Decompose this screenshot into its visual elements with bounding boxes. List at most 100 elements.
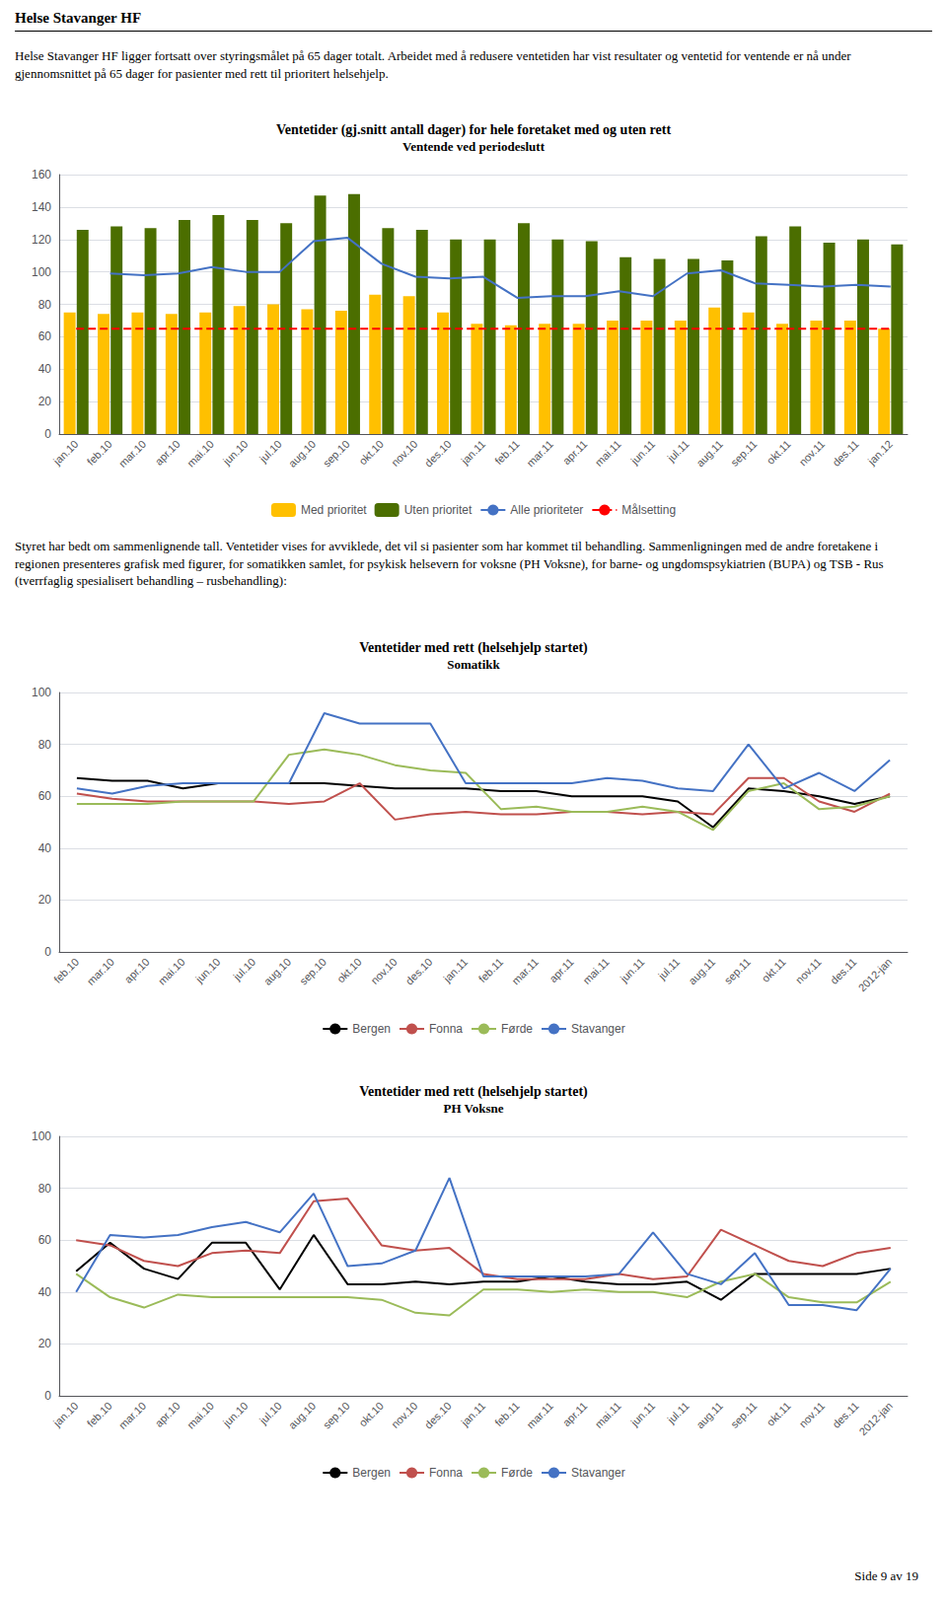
svg-text:jan.11: jan.11 (440, 955, 471, 986)
svg-text:60: 60 (38, 789, 53, 803)
svg-text:20: 20 (38, 892, 53, 907)
svg-text:mar.11: mar.11 (509, 955, 541, 988)
svg-text:120: 120 (31, 232, 52, 247)
svg-text:jan.12: jan.12 (865, 437, 895, 468)
svg-text:apr.10: apr.10 (152, 437, 183, 468)
svg-text:feb.11: feb.11 (492, 1399, 522, 1430)
svg-text:mar.10: mar.10 (116, 437, 148, 470)
svg-text:2012-jan: 2012-jan (856, 955, 895, 995)
svg-text:des.11: des.11 (829, 437, 861, 469)
svg-text:jul.11: jul.11 (663, 437, 691, 465)
svg-text:feb.10: feb.10 (84, 437, 115, 468)
svg-text:100: 100 (31, 685, 52, 700)
svg-text:jul.10: jul.10 (256, 437, 285, 466)
svg-text:40: 40 (38, 841, 53, 856)
svg-text:mar.11: mar.11 (523, 437, 556, 470)
svg-text:aug.11: aug.11 (693, 437, 726, 470)
svg-text:mai.11: mai.11 (580, 955, 611, 987)
svg-text:sep.11: sep.11 (728, 437, 759, 469)
svg-text:PH Voksne: PH Voksne (442, 1100, 504, 1116)
svg-text:nov.11: nov.11 (797, 1399, 828, 1431)
svg-text:feb.11: feb.11 (492, 437, 522, 468)
svg-text:100: 100 (31, 265, 52, 280)
svg-text:aug.10: aug.10 (261, 955, 293, 988)
svg-text:jul.11: jul.11 (663, 1399, 691, 1427)
svg-text:mai.10: mai.10 (155, 955, 188, 988)
svg-text:Somatikk: Somatikk (446, 656, 501, 672)
svg-text:jun.11: jun.11 (627, 1399, 657, 1430)
svg-text:sep.10: sep.10 (296, 955, 329, 988)
svg-text:des.11: des.11 (827, 955, 859, 987)
svg-text:mai.10: mai.10 (184, 437, 217, 470)
svg-text:sep.10: sep.10 (320, 437, 353, 470)
svg-text:40: 40 (38, 1285, 53, 1300)
svg-text:jun.10: jun.10 (219, 437, 250, 468)
svg-text:Førde: Førde (501, 1465, 533, 1480)
svg-text:apr.10: apr.10 (152, 1399, 183, 1430)
svg-text:des.11: des.11 (829, 1399, 861, 1431)
svg-text:80: 80 (38, 737, 53, 752)
svg-text:80: 80 (38, 297, 53, 312)
svg-text:mar.10: mar.10 (84, 955, 117, 988)
svg-text:Målsetting: Målsetting (621, 503, 676, 517)
svg-text:60: 60 (38, 329, 53, 344)
svg-text:nov.10: nov.10 (388, 1399, 420, 1431)
svg-text:apr.11: apr.11 (560, 1399, 590, 1430)
svg-text:jul.11: jul.11 (655, 955, 682, 983)
svg-text:Ventetider med rett (helsehjel: Ventetider med rett (helsehjelp startet) (359, 1084, 588, 1100)
svg-text:jan.11: jan.11 (457, 1399, 488, 1430)
svg-text:okt.11: okt.11 (764, 437, 794, 467)
svg-text:Bergen: Bergen (352, 1021, 391, 1036)
svg-text:aug.11: aug.11 (693, 1399, 726, 1432)
svg-text:jan.10: jan.10 (50, 437, 80, 468)
svg-text:Stavanger: Stavanger (571, 1021, 626, 1036)
svg-text:2012-jan: 2012-jan (856, 1399, 895, 1439)
svg-text:okt.11: okt.11 (759, 955, 789, 985)
svg-text:jun.11: jun.11 (627, 437, 657, 468)
svg-text:20: 20 (38, 394, 53, 409)
svg-text:aug.10: aug.10 (286, 437, 318, 470)
svg-text:sep.11: sep.11 (728, 1399, 759, 1431)
svg-text:Ventetider med rett (helsehjel: Ventetider med rett (helsehjelp startet) (359, 640, 588, 656)
svg-text:des.10: des.10 (422, 437, 454, 470)
svg-text:nov.11: nov.11 (793, 955, 824, 987)
svg-text:aug.10: aug.10 (286, 1399, 318, 1432)
svg-text:mar.10: mar.10 (116, 1399, 148, 1432)
svg-text:0: 0 (44, 1388, 52, 1403)
svg-text:100: 100 (31, 1129, 52, 1144)
svg-text:feb.10: feb.10 (84, 1399, 115, 1430)
svg-text:jan.11: jan.11 (457, 437, 488, 468)
svg-text:40: 40 (38, 362, 53, 376)
svg-text:jun.10: jun.10 (219, 1399, 250, 1430)
svg-text:Fonna: Fonna (429, 1021, 463, 1036)
svg-text:okt.11: okt.11 (764, 1399, 794, 1429)
svg-text:0: 0 (44, 945, 52, 959)
svg-text:feb.11: feb.11 (476, 955, 507, 986)
svg-text:nov.10: nov.10 (388, 437, 420, 469)
svg-text:Bergen: Bergen (352, 1465, 391, 1480)
svg-text:mai.11: mai.11 (592, 437, 624, 469)
svg-text:60: 60 (38, 1233, 53, 1247)
svg-text:160: 160 (31, 167, 52, 182)
svg-text:0: 0 (44, 427, 52, 441)
svg-text:Ventende ved periodeslutt: Ventende ved periodeslutt (402, 139, 546, 154)
svg-text:des.10: des.10 (403, 955, 436, 988)
svg-text:jul.10: jul.10 (230, 955, 259, 984)
svg-text:apr.11: apr.11 (546, 955, 577, 986)
svg-text:Stavanger: Stavanger (571, 1465, 626, 1480)
svg-text:Ventetider (gj.snitt antall da: Ventetider (gj.snitt antall dager) for h… (276, 122, 671, 139)
svg-text:mai.10: mai.10 (184, 1399, 217, 1432)
svg-text:Uten prioritet: Uten prioritet (404, 503, 473, 517)
svg-text:mai.11: mai.11 (592, 1399, 624, 1431)
svg-text:140: 140 (31, 200, 52, 215)
svg-text:nov.11: nov.11 (797, 437, 828, 469)
svg-text:Med prioritet: Med prioritet (300, 503, 367, 517)
svg-text:des.10: des.10 (422, 1399, 454, 1432)
svg-text:okt.10: okt.10 (356, 437, 386, 468)
svg-text:apr.11: apr.11 (560, 437, 590, 468)
svg-text:feb.10: feb.10 (51, 955, 81, 986)
svg-text:Alle prioriteter: Alle prioriteter (509, 503, 583, 517)
svg-text:jul.10: jul.10 (256, 1399, 285, 1428)
svg-text:okt.10: okt.10 (356, 1399, 386, 1430)
svg-text:jun.10: jun.10 (192, 955, 222, 986)
